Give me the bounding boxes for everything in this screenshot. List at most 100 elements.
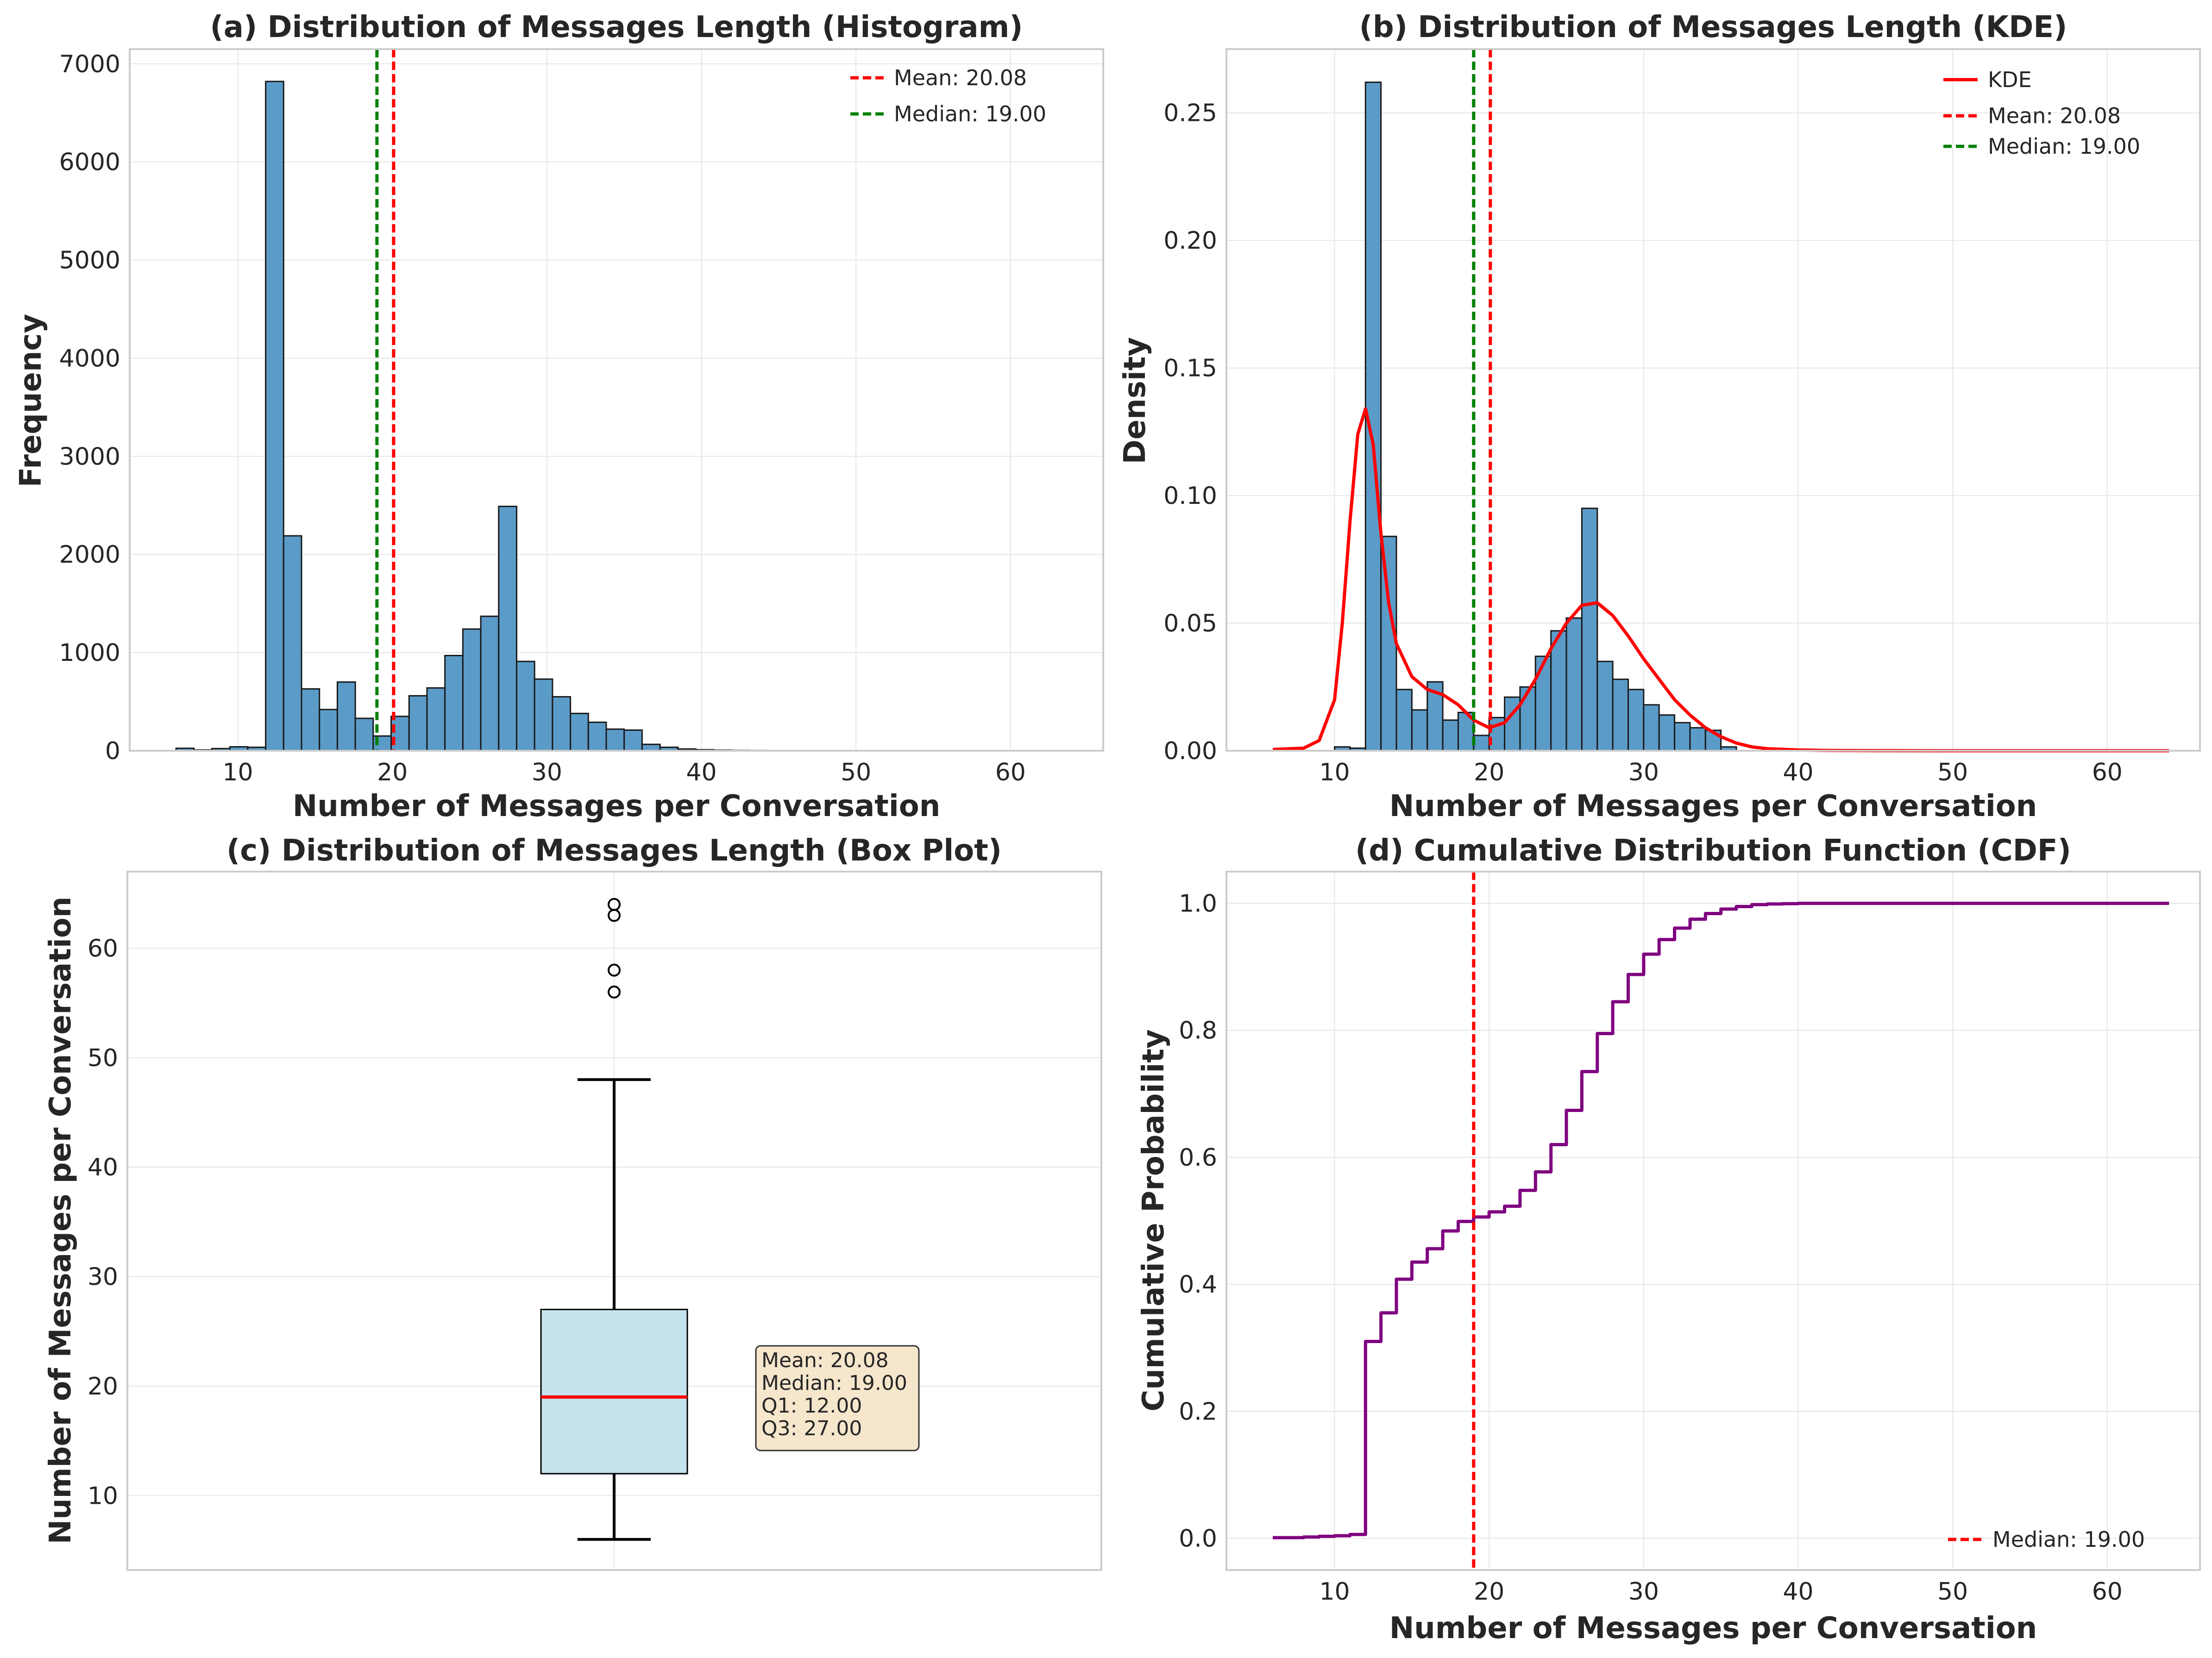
iqr-box <box>540 1308 688 1475</box>
panel-c-title: (c) Distribution of Messages Length (Box… <box>226 834 1002 868</box>
density-bar <box>1380 535 1397 752</box>
histogram-bar <box>552 696 572 752</box>
y-tick-label: 0.05 <box>1163 610 1217 638</box>
panel-b-ylabel: Density <box>1118 337 1152 464</box>
histogram-bar <box>301 688 320 752</box>
histogram-bar <box>444 654 464 752</box>
x-tick-label: 20 <box>1474 1578 1504 1606</box>
density-bar <box>1395 689 1413 752</box>
y-tick-label: 0.2 <box>1179 1398 1217 1426</box>
panel-b-legend: KDE Mean: 20.08 Median: 19.00 <box>1943 67 2140 159</box>
y-tick-label: 0.25 <box>1163 100 1217 127</box>
histogram-bar <box>408 695 428 752</box>
panel-b-frame <box>1225 48 2201 752</box>
outlier-point <box>608 898 621 911</box>
x-tick-label: 10 <box>222 759 253 786</box>
density-bar <box>1612 678 1629 752</box>
histogram-bar <box>587 722 607 752</box>
stats-mean: Mean: 20.08 <box>761 1349 889 1372</box>
y-tick-label: 0.6 <box>1179 1144 1217 1172</box>
y-tick-label: 7000 <box>59 50 120 78</box>
histogram-bar <box>426 687 446 752</box>
density-bar <box>1674 722 1691 752</box>
panel-c-frame <box>126 871 1102 1571</box>
density-bar <box>1519 686 1536 752</box>
panel-a-title: (a) Distribution of Messages Length (His… <box>210 10 1023 44</box>
y-tick-label: 2000 <box>59 541 120 569</box>
y-tick-label: 5000 <box>59 247 120 275</box>
y-tick-label: 0.20 <box>1163 227 1217 255</box>
x-tick-label: 20 <box>1474 759 1504 786</box>
x-tick-label: 10 <box>1319 759 1350 786</box>
density-bar <box>1565 617 1583 752</box>
y-tick-label: 60 <box>88 935 118 962</box>
panel-b-xlabel: Number of Messages per Conversation <box>1389 789 2037 823</box>
density-bar <box>1643 704 1660 752</box>
density-bar <box>1658 714 1676 752</box>
y-tick-label: 50 <box>88 1044 118 1072</box>
y-tick-label: 1.0 <box>1179 890 1217 918</box>
density-bar <box>1534 655 1552 752</box>
y-tick-label: 20 <box>88 1373 118 1401</box>
x-tick-label: 60 <box>2092 1578 2123 1606</box>
histogram-bar <box>498 505 517 752</box>
panel-d-xlabel: Number of Messages per Conversation <box>1389 1611 2037 1645</box>
panel-c-ylabel: Number of Messages per Conversation <box>44 897 78 1545</box>
y-tick-label: 6000 <box>59 149 120 176</box>
histogram-bar <box>641 743 661 752</box>
y-tick-label: 4000 <box>59 345 120 372</box>
histogram-bar <box>623 729 643 752</box>
histogram-bar <box>480 615 500 752</box>
x-tick-label: 40 <box>1783 1578 1813 1606</box>
stats-box: Mean: 20.08 Median: 19.00 Q1: 12.00 Q3: … <box>755 1345 920 1451</box>
y-tick-label: 0.4 <box>1179 1271 1217 1299</box>
legend-kde-label: KDE <box>1988 67 2032 92</box>
stats-median: Median: 19.00 <box>761 1371 907 1395</box>
y-tick-label: 0 <box>105 737 120 765</box>
stats-q1: Q1: 12.00 <box>761 1394 862 1418</box>
x-tick-label: 40 <box>686 759 716 786</box>
panel-kde: 10 20 30 40 50 60 0.00 0.05 0.10 0.15 0.20 0.25 (b)… <box>1118 10 2201 823</box>
density-bar <box>1442 719 1459 752</box>
density-bar <box>1473 735 1490 752</box>
y-tick-label: 3000 <box>59 443 120 471</box>
histogram-bar <box>605 728 625 752</box>
y-tick-label: 0.0 <box>1179 1525 1217 1552</box>
x-tick-label: 60 <box>995 759 1026 786</box>
histogram-bar <box>390 716 410 752</box>
histogram-bar <box>515 660 535 752</box>
histogram-bar <box>570 712 589 752</box>
stats-q3: Q3: 27.00 <box>761 1417 862 1440</box>
outlier-point <box>608 986 621 999</box>
histogram-bar <box>336 681 356 752</box>
histogram-bar <box>265 81 284 752</box>
x-tick-label: 50 <box>1937 759 1968 786</box>
panel-a-xlabel: Number of Messages per Conversation <box>293 789 941 823</box>
x-tick-label: 10 <box>1319 1578 1350 1606</box>
y-tick-label: 1000 <box>59 639 120 667</box>
y-tick-label: 0.8 <box>1179 1017 1217 1045</box>
y-tick-label: 0.00 <box>1163 737 1217 765</box>
x-tick-label: 30 <box>1628 759 1659 786</box>
y-tick-label: 40 <box>88 1154 118 1181</box>
x-tick-label: 40 <box>1783 759 1813 786</box>
density-bar <box>1689 727 1706 752</box>
kde-curve <box>1272 407 2169 753</box>
panel-boxplot: 10 20 30 40 50 60 (c) Distribution of Message… <box>44 834 1102 1571</box>
panel-histogram: 10 20 30 40 50 60 0 1000 2000 3000 4000 5000 6000 700… <box>14 10 1104 823</box>
legend-median-label: Median: 19.00 <box>1988 134 2140 159</box>
density-bar <box>1411 709 1428 752</box>
panel-a-ylabel: Frequency <box>14 314 48 488</box>
y-tick-label: 0.10 <box>1163 482 1217 510</box>
x-tick-label: 30 <box>1628 1578 1659 1606</box>
outlier-point <box>608 963 621 977</box>
panel-a-legend: Mean: 20.08 Median: 19.00 <box>850 65 1046 126</box>
legend-median-label: Median: 19.00 <box>1992 1527 2145 1552</box>
x-tick-label: 50 <box>841 759 871 786</box>
panel-d-ylabel: Cumulative Probability <box>1137 1029 1171 1411</box>
stats-box-background <box>755 1345 920 1451</box>
panel-cdf: 10 20 30 40 50 60 0.0 0.2 0.4 0.6 0.8 1.0 (d) Cumul… <box>1137 834 2201 1645</box>
x-tick-label: 50 <box>1937 1578 1968 1606</box>
legend-mean-label: Mean: 20.08 <box>1988 103 2121 128</box>
